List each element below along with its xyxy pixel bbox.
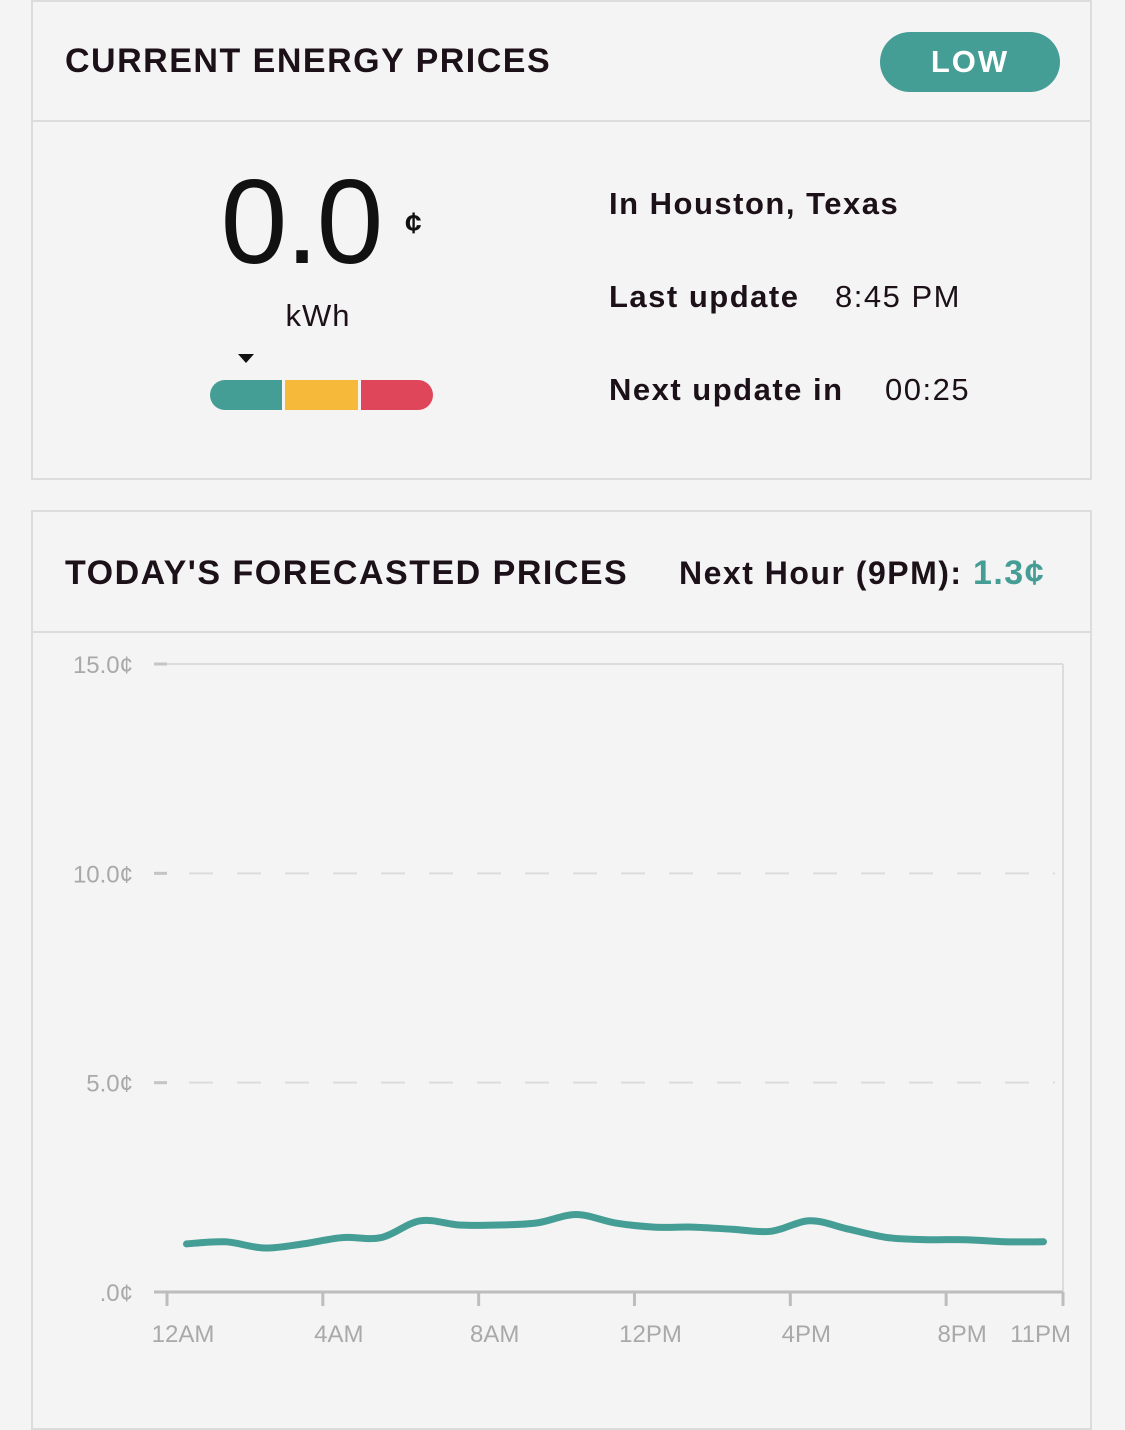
- y-tick-label: 10.0¢: [73, 861, 133, 888]
- last-update-label: Last update: [609, 279, 800, 314]
- level-segment-high: [360, 380, 433, 410]
- x-tick-label: 4PM: [782, 1321, 831, 1348]
- forecast-title: TODAY'S FORECASTED PRICES: [65, 554, 629, 592]
- next-hour-value: 1.3¢: [972, 554, 1046, 592]
- chart-series: [183, 1211, 1047, 1252]
- next-hour-price: Next Hour (9PM): 1.3¢: [679, 554, 1045, 593]
- next-update-countdown: 00:25: [885, 372, 971, 407]
- y-tick-label: .0¢: [100, 1280, 133, 1307]
- next-update-label: Next update in: [609, 372, 844, 407]
- x-tick-label: 12AM: [152, 1321, 215, 1348]
- x-tick-label: 4AM: [314, 1321, 363, 1348]
- level-segment-medium: [285, 380, 358, 410]
- x-tick-label: 11PM: [1010, 1321, 1071, 1348]
- y-tick-label: 5.0¢: [86, 1071, 133, 1098]
- price-level-badge: LOW: [880, 32, 1060, 92]
- price-unit: kWh: [285, 298, 351, 333]
- x-tick-label: 12PM: [619, 1321, 682, 1348]
- chart-grid: [167, 872, 1055, 1084]
- current-prices-card: CURRENT ENERGY PRICES LOW 0.0 ¢ kWh In H…: [31, 0, 1092, 480]
- location-text: In Houston, Texas: [609, 186, 900, 221]
- forecast-card: TODAY'S FORECASTED PRICES Next Hour (9PM…: [31, 510, 1092, 1430]
- x-tick-label: 8AM: [470, 1321, 519, 1348]
- chart-tick-labels: .0¢ 5.0¢ 10.0¢ 15.0¢ 12AM 4AM 8AM 12PM 4PM 8PM 11P…: [73, 652, 1071, 1348]
- y-tick-label: 15.0¢: [73, 652, 133, 679]
- level-pointer-icon: [238, 354, 254, 363]
- last-update-value: 8:45 PM: [835, 279, 961, 314]
- next-hour-label: Next Hour (9PM):: [679, 555, 963, 591]
- chart-axes: [154, 662, 1065, 1306]
- forecast-price-line: [183, 1211, 1047, 1252]
- forecast-header: TODAY'S FORECASTED PRICES Next Hour (9PM…: [33, 512, 1090, 633]
- current-price-value: 0.0: [220, 155, 384, 289]
- x-tick-label: 8PM: [937, 1321, 986, 1348]
- current-prices-header: CURRENT ENERGY PRICES LOW: [33, 2, 1090, 122]
- price-level-bar: [210, 380, 433, 410]
- current-prices-title: CURRENT ENERGY PRICES: [65, 42, 552, 80]
- cent-sign: ¢: [405, 207, 422, 240]
- level-segment-low: [210, 380, 283, 410]
